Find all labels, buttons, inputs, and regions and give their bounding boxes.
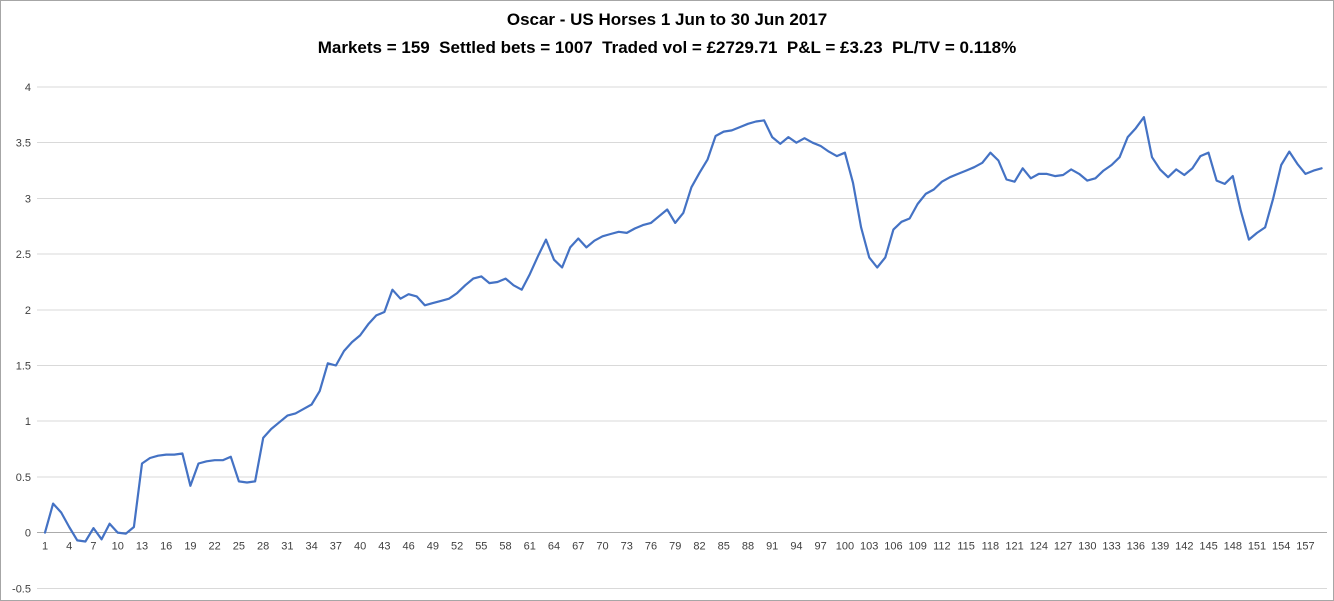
x-tick-label: 136 [1127, 541, 1145, 553]
x-tick-label: 142 [1175, 541, 1193, 553]
x-tick-label: 76 [645, 541, 657, 553]
y-tick-label: 2.5 [16, 249, 31, 261]
x-tick-label: 16 [160, 541, 172, 553]
x-tick-label: 85 [718, 541, 730, 553]
x-tick-label: 121 [1005, 541, 1023, 553]
x-tick-label: 115 [957, 541, 975, 553]
x-tick-label: 49 [427, 541, 439, 553]
y-tick-label: 1.5 [16, 361, 31, 373]
x-tick-label: 133 [1102, 541, 1120, 553]
x-tick-label: 127 [1054, 541, 1072, 553]
y-tick-label: 2 [25, 305, 31, 317]
y-tick-label: 4 [25, 82, 31, 94]
x-tick-label: 22 [209, 541, 221, 553]
y-tick-label: 0 [25, 528, 31, 540]
x-tick-label: 67 [572, 541, 584, 553]
x-tick-label: 82 [693, 541, 705, 553]
x-tick-label: 4 [66, 541, 72, 553]
x-tick-label: 79 [669, 541, 681, 553]
x-tick-label: 7 [90, 541, 96, 553]
x-tick-label: 34 [306, 541, 318, 553]
x-tick-label: 40 [354, 541, 366, 553]
x-tick-label: 61 [524, 541, 536, 553]
x-tick-label: 13 [136, 541, 148, 553]
x-tick-label: 103 [860, 541, 878, 553]
y-tick-label: 3 [25, 193, 31, 205]
x-tick-label: 73 [621, 541, 633, 553]
x-tick-label: 145 [1199, 541, 1217, 553]
x-tick-label: 64 [548, 541, 560, 553]
y-tick-label: 1 [25, 416, 31, 428]
x-tick-label: 58 [499, 541, 511, 553]
chart-title: Oscar - US Horses 1 Jun to 30 Jun 2017 [506, 10, 828, 29]
x-tick-label: 43 [378, 541, 390, 553]
x-tick-label: 10 [112, 541, 124, 553]
x-tick-label: 118 [982, 541, 1000, 553]
x-tick-label: 130 [1078, 541, 1096, 553]
x-tick-label: 31 [281, 541, 293, 553]
x-tick-label: 52 [451, 541, 463, 553]
chart-subtitle: Markets = 159 Settled bets = 1007 Traded… [317, 38, 1017, 57]
x-tick-label: 100 [836, 541, 854, 553]
x-tick-label: 88 [742, 541, 754, 553]
y-tick-label: 0.5 [16, 472, 31, 484]
x-tick-label: 151 [1248, 541, 1266, 553]
x-tick-label: 70 [596, 541, 608, 553]
x-tick-label: 106 [884, 541, 902, 553]
x-tick-label: 97 [815, 541, 827, 553]
x-tick-label: 1 [42, 541, 48, 553]
x-tick-label: 148 [1224, 541, 1242, 553]
x-tick-label: 154 [1272, 541, 1290, 553]
y-tick-label: -0.5 [12, 583, 31, 595]
x-tick-label: 19 [184, 541, 196, 553]
x-tick-label: 112 [933, 541, 951, 553]
x-tick-label: 139 [1151, 541, 1169, 553]
x-tick-label: 28 [257, 541, 269, 553]
x-tick-label: 124 [1030, 541, 1048, 553]
x-tick-label: 37 [330, 541, 342, 553]
x-tick-label: 157 [1296, 541, 1314, 553]
x-tick-label: 109 [908, 541, 926, 553]
y-tick-label: 3.5 [16, 138, 31, 150]
x-tick-label: 46 [402, 541, 414, 553]
x-tick-label: 91 [766, 541, 778, 553]
x-tick-label: 55 [475, 541, 487, 553]
x-tick-label: 25 [233, 541, 245, 553]
series-line-cumulative-pl [43, 115, 1323, 543]
x-tick-label: 94 [790, 541, 802, 553]
